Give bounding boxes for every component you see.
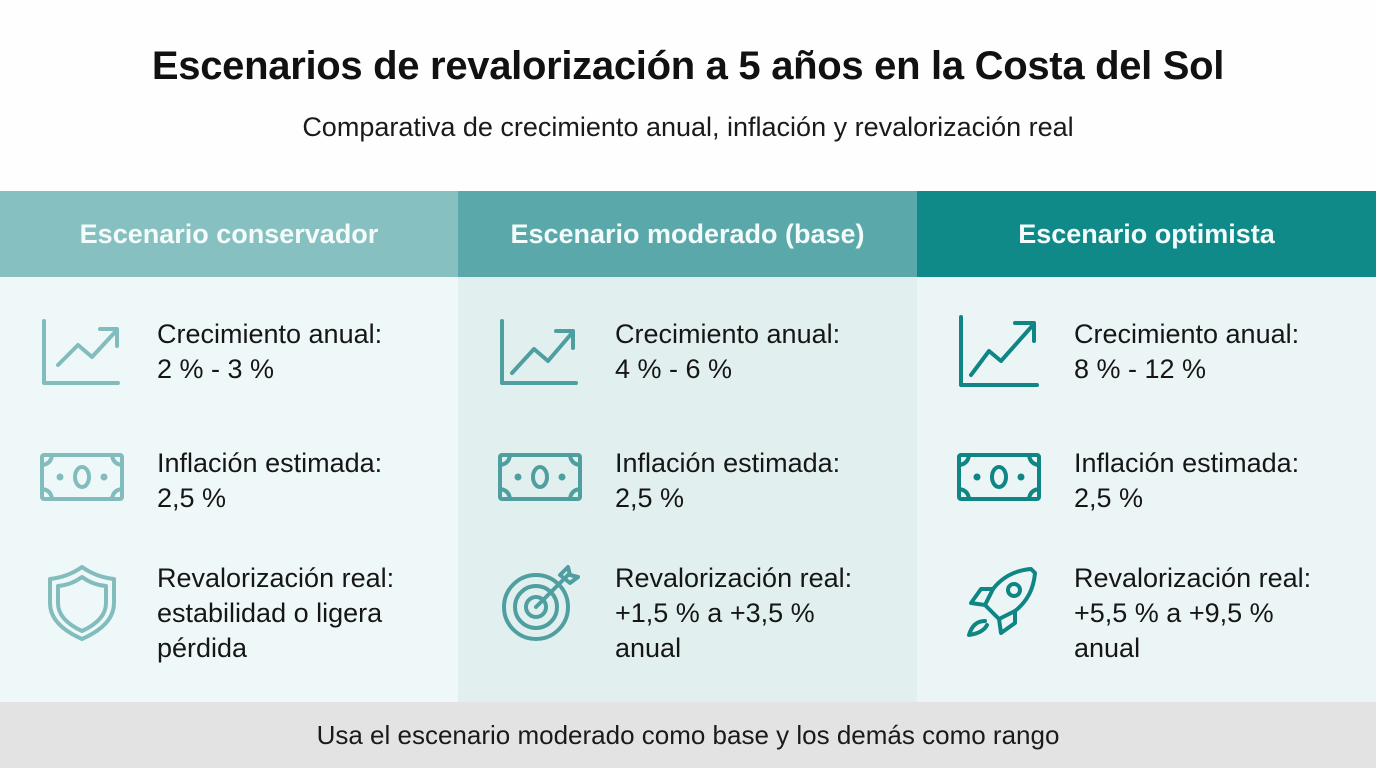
real-appreciation-value: +5,5 % a +9,5 %	[1074, 598, 1274, 628]
real-appreciation-text: Revalorización real: +1,5 % a +3,5 % anu…	[615, 561, 852, 666]
line-chart-up-icon	[957, 313, 1045, 393]
inflation-text: Inflación estimada: 2,5 %	[1074, 446, 1299, 516]
inflation-text: Inflación estimada: 2,5 %	[615, 446, 840, 516]
inflation-value: 2,5 %	[1074, 483, 1144, 513]
rocket-icon	[957, 563, 1045, 643]
real-appreciation-label: Revalorización real:	[1074, 563, 1312, 593]
real-appreciation-label: Revalorización real:	[615, 563, 853, 593]
line-chart-up-icon	[38, 313, 126, 393]
scenario-conservador: Escenario conservador Crecimiento anual:…	[0, 191, 458, 702]
inflation-label: Inflación estimada:	[1074, 448, 1300, 478]
growth-value: 8 % - 12 %	[1074, 354, 1207, 384]
real-appreciation-value: estabilidad o ligera	[157, 598, 383, 628]
growth-text: Crecimiento anual: 4 % - 6 %	[615, 317, 840, 387]
inflation-label: Inflación estimada:	[615, 448, 841, 478]
growth-value: 4 % - 6 %	[615, 354, 733, 384]
real-appreciation-label: Revalorización real:	[157, 563, 395, 593]
real-appreciation-value-cont: anual	[1074, 633, 1141, 663]
real-appreciation-value-cont: pérdida	[157, 633, 248, 663]
scenario-header: Escenario conservador	[0, 191, 458, 277]
real-appreciation-text: Revalorización real: +5,5 % a +9,5 % anu…	[1074, 561, 1311, 666]
scenario-moderado: Escenario moderado (base) Crecimiento an…	[458, 191, 917, 702]
growth-label: Crecimiento anual:	[157, 319, 383, 349]
inflation-text: Inflación estimada: 2,5 %	[157, 446, 382, 516]
footer-note: Usa el escenario moderado como base y lo…	[0, 702, 1376, 768]
line-chart-up-icon	[498, 313, 586, 393]
page-title: Escenarios de revalorización a 5 años en…	[151, 44, 1225, 88]
banknote-icon	[957, 450, 1045, 506]
real-appreciation-value-cont: anual	[615, 633, 682, 663]
inflation-value: 2,5 %	[157, 483, 227, 513]
real-appreciation-value: +1,5 % a +3,5 %	[615, 598, 815, 628]
banknote-icon	[38, 450, 126, 506]
growth-text: Crecimiento anual: 2 % - 3 %	[157, 317, 382, 387]
header-area: Escenarios de revalorización a 5 años en…	[0, 0, 1376, 191]
growth-label: Crecimiento anual:	[1074, 319, 1300, 349]
scenario-header: Escenario optimista	[917, 191, 1376, 277]
scenario-header: Escenario moderado (base)	[458, 191, 917, 277]
banknote-icon	[498, 450, 586, 506]
scenario-optimista: Escenario optimista Crecimiento anual: 8…	[917, 191, 1376, 702]
growth-label: Crecimiento anual:	[615, 319, 841, 349]
shield-icon	[38, 563, 126, 643]
growth-value: 2 % - 3 %	[157, 354, 275, 384]
target-arrow-icon	[498, 563, 586, 643]
inflation-label: Inflación estimada:	[157, 448, 383, 478]
page-subtitle: Comparativa de crecimiento anual, inflac…	[302, 112, 1074, 142]
growth-text: Crecimiento anual: 8 % - 12 %	[1074, 317, 1299, 387]
real-appreciation-text: Revalorización real: estabilidad o liger…	[157, 561, 394, 666]
inflation-value: 2,5 %	[615, 483, 685, 513]
scenario-columns: Escenario conservador Crecimiento anual:…	[0, 191, 1376, 702]
footer-note-text: Usa el escenario moderado como base y lo…	[316, 719, 1060, 750]
